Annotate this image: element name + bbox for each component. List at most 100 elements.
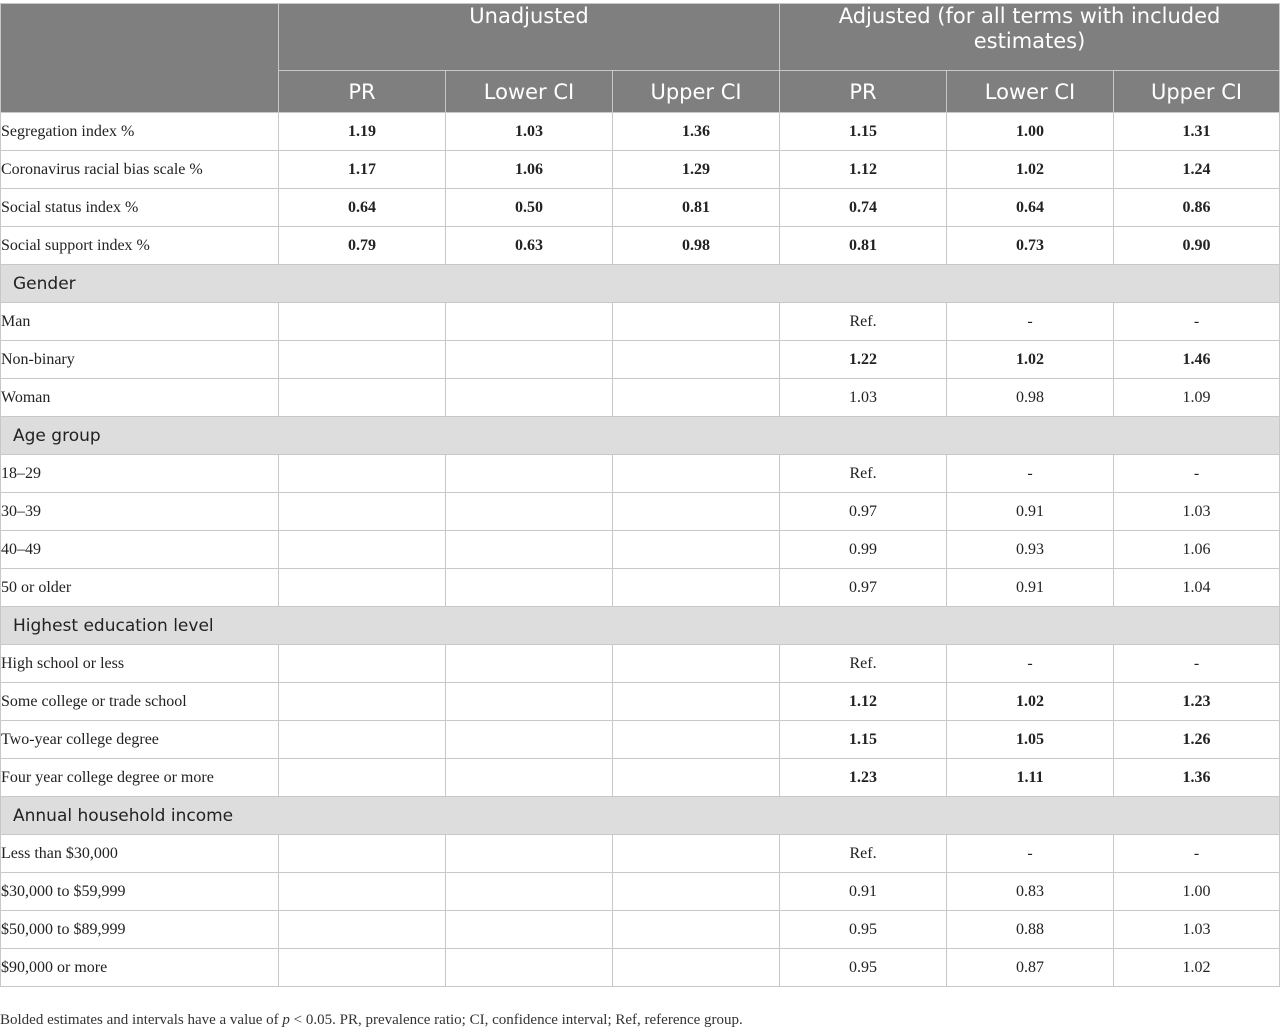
value-cell: 0.73 xyxy=(946,226,1115,265)
value-cell: 1.36 xyxy=(1113,758,1280,797)
value-cell xyxy=(611,378,781,417)
value-cell: 0.95 xyxy=(779,948,948,987)
value-cell: - xyxy=(946,302,1115,341)
row-label: 50 or older xyxy=(0,568,279,607)
value-cell: - xyxy=(946,454,1115,493)
value-cell: 1.02 xyxy=(946,340,1115,379)
value-cell: 1.00 xyxy=(946,112,1115,151)
table-row: Coronavirus racial bias scale % 1.17 1.06 1… xyxy=(0,150,1280,189)
table-row: High school or less Ref. - - xyxy=(0,644,1280,683)
table-row: Some college or trade school 1.12 1.02 1.23 xyxy=(0,682,1280,721)
value-cell xyxy=(611,872,781,911)
value-cell: 0.90 xyxy=(1113,226,1280,265)
row-label: Woman xyxy=(0,378,279,417)
row-label: Social status index % xyxy=(0,188,279,227)
value-cell xyxy=(445,910,613,949)
value-cell: 1.26 xyxy=(1113,720,1280,759)
value-cell xyxy=(445,340,613,379)
value-cell: 1.15 xyxy=(779,720,948,759)
row-label: Some college or trade school xyxy=(0,682,279,721)
value-cell: 1.06 xyxy=(445,150,613,189)
value-cell xyxy=(445,644,613,683)
row-label: Two-year college degree xyxy=(0,720,279,759)
value-cell: 0.50 xyxy=(445,188,613,227)
section-row: Highest education level xyxy=(0,606,1280,645)
value-cell xyxy=(611,492,781,531)
value-cell xyxy=(278,530,446,569)
value-cell xyxy=(278,720,446,759)
footnote-p-symbol: p xyxy=(282,1012,290,1028)
value-cell xyxy=(611,720,781,759)
value-cell: Ref. xyxy=(779,834,948,873)
row-label: $30,000 to $59,999 xyxy=(0,872,279,911)
table-row: Two-year college degree 1.15 1.05 1.26 xyxy=(0,720,1280,759)
value-cell: 0.64 xyxy=(278,188,446,227)
value-cell xyxy=(278,948,446,987)
value-cell xyxy=(445,378,613,417)
value-cell xyxy=(278,568,446,607)
section-label: Age group xyxy=(0,416,1280,455)
value-cell: Ref. xyxy=(779,644,948,683)
value-cell: 1.46 xyxy=(1113,340,1280,379)
value-cell: 1.11 xyxy=(946,758,1115,797)
column-header: PR xyxy=(278,70,446,113)
value-cell: 1.03 xyxy=(1113,492,1280,531)
footnote-text-start: Bolded estimates and intervals have a va… xyxy=(0,1012,283,1028)
table-row: $50,000 to $89,999 0.95 0.88 1.03 xyxy=(0,910,1280,949)
value-cell xyxy=(611,758,781,797)
value-cell xyxy=(278,454,446,493)
header-group-row: Unadjusted Adjusted (for all terms with … xyxy=(0,3,1280,113)
value-cell xyxy=(445,302,613,341)
value-cell: 1.09 xyxy=(1113,378,1280,417)
footnote-text-end: < 0.05. PR, prevalence ratio; CI, confid… xyxy=(289,1012,743,1028)
value-cell xyxy=(611,568,781,607)
value-cell: 1.02 xyxy=(1113,948,1280,987)
table-row: 30–39 0.97 0.91 1.03 xyxy=(0,492,1280,531)
value-cell xyxy=(445,720,613,759)
value-cell xyxy=(445,872,613,911)
value-cell: 1.23 xyxy=(1113,682,1280,721)
header-corner-cell xyxy=(0,3,279,113)
row-label: Less than $30,000 xyxy=(0,834,279,873)
section-label: Highest education level xyxy=(0,606,1280,645)
column-header: Lower CI xyxy=(946,70,1115,113)
section-label: Annual household income xyxy=(0,796,1280,835)
value-cell: 0.86 xyxy=(1113,188,1280,227)
value-cell xyxy=(445,758,613,797)
value-cell xyxy=(278,644,446,683)
row-label: Segregation index % xyxy=(0,112,279,151)
table-row: Segregation index % 1.19 1.03 1.36 1.15 1.00 1… xyxy=(0,112,1280,151)
column-header: Upper CI xyxy=(611,70,781,113)
value-cell: 1.12 xyxy=(779,682,948,721)
header-unadjusted: Unadjusted xyxy=(277,3,781,71)
value-cell xyxy=(445,530,613,569)
value-cell: 0.64 xyxy=(946,188,1115,227)
section-row: Gender xyxy=(0,264,1280,303)
value-cell: 0.83 xyxy=(946,872,1115,911)
column-header: PR xyxy=(779,70,948,113)
value-cell: 1.17 xyxy=(278,150,446,189)
section-row: Annual household income xyxy=(0,796,1280,835)
value-cell: 0.91 xyxy=(779,872,948,911)
value-cell xyxy=(445,948,613,987)
value-cell xyxy=(445,492,613,531)
value-cell xyxy=(278,682,446,721)
column-header: Lower CI xyxy=(445,70,613,113)
value-cell xyxy=(611,454,781,493)
value-cell: 0.79 xyxy=(278,226,446,265)
value-cell: 1.12 xyxy=(779,150,948,189)
row-label: $90,000 or more xyxy=(0,948,279,987)
table-row: $90,000 or more 0.95 0.87 1.02 xyxy=(0,948,1280,987)
value-cell: - xyxy=(946,644,1115,683)
value-cell: 1.00 xyxy=(1113,872,1280,911)
value-cell xyxy=(611,340,781,379)
table-row: Man Ref. - - xyxy=(0,302,1280,341)
value-cell xyxy=(278,758,446,797)
value-cell: 0.91 xyxy=(946,492,1115,531)
row-label: 18–29 xyxy=(0,454,279,493)
value-cell: - xyxy=(1113,644,1280,683)
value-cell: 1.22 xyxy=(779,340,948,379)
value-cell: 0.81 xyxy=(611,188,781,227)
section-row: Age group xyxy=(0,416,1280,455)
value-cell: 1.03 xyxy=(779,378,948,417)
